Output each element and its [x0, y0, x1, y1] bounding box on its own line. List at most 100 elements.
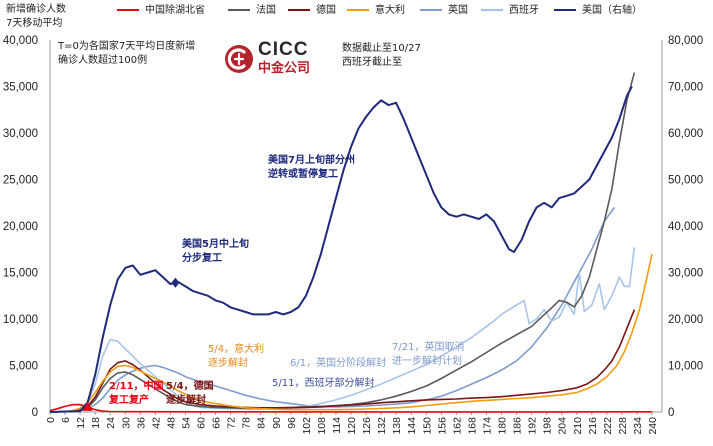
- data-cutoff-note: 数据截止至10/27 西班牙截止至: [342, 42, 421, 70]
- y-left-tick-label: 40,000: [3, 35, 38, 47]
- y-left-tick-label: 5,000: [9, 361, 38, 373]
- y-left-tick-label: 10,000: [3, 314, 38, 326]
- legend-swatch-italy: [347, 9, 369, 11]
- x-tick-label: 198: [542, 417, 554, 435]
- y-right-tick-label: 70,000: [668, 82, 703, 94]
- legend-label-uk: 英国: [448, 5, 468, 16]
- x-tick-label: 90: [271, 417, 283, 429]
- x-tick-label: 84: [256, 417, 268, 429]
- y-right-tick-label: 60,000: [668, 128, 703, 140]
- t0-note: T=0为各国家7天平均日度新增 确诊人数超过100例: [58, 40, 195, 68]
- y-left-tick-label: 0: [32, 407, 38, 419]
- x-tick-label: 132: [376, 417, 388, 435]
- event-marker-triangle: [82, 401, 93, 411]
- legend-label-spain: 西班牙: [509, 5, 539, 16]
- x-tick-label: 114: [331, 417, 343, 434]
- y-left-tick-label: 25,000: [3, 175, 38, 187]
- x-tick-label: 48: [165, 417, 177, 429]
- legend-label-italy: 意大利: [375, 5, 405, 16]
- annotation-uk-july-line-1: 7/21，英国取消: [392, 342, 465, 353]
- logo-text-en: CICC: [258, 39, 309, 60]
- annotation-germany: 5/4，德国 逐步解封: [166, 380, 214, 408]
- x-tick-label: 138: [391, 417, 403, 435]
- x-tick-label: 12: [75, 417, 87, 429]
- x-tick-label: 192: [527, 417, 539, 435]
- x-tick-label: 120: [346, 417, 358, 435]
- annotation-us-july-line-1: 美国7月上旬部分州: [268, 155, 355, 166]
- x-tick-label: 42: [150, 417, 162, 429]
- x-tick-label: 66: [211, 417, 223, 429]
- x-tick-label: 228: [617, 417, 629, 435]
- x-tick-label: 222: [602, 417, 614, 435]
- annotation-china-line-1: 2/11，中国: [109, 381, 164, 392]
- y-left-tick-label: 30,000: [3, 128, 38, 140]
- legend-item-spain: 西班牙: [481, 4, 539, 18]
- y-right-tick-label: 40,000: [668, 221, 703, 233]
- legend-item-france: 法国: [228, 4, 276, 18]
- cicc-logo: CICC 中金公司: [224, 40, 334, 82]
- x-tick-label: 234: [632, 417, 644, 435]
- legend-label-germany: 德国: [316, 5, 336, 16]
- x-tick-label: 108: [316, 417, 328, 435]
- y-left-tick-label: 35,000: [3, 82, 38, 94]
- legend-swatch-china: [117, 9, 139, 11]
- annotation-uk-june: 6/1，英国分阶段解封: [290, 357, 386, 371]
- series-line-2: [49, 309, 636, 413]
- annotation-us-may: 美国5月中上旬 分步复工: [182, 238, 249, 266]
- x-tick-label: 150: [421, 417, 433, 435]
- y-axis-title-line-1: 新增确诊人数: [6, 4, 66, 15]
- legend-label-china: 中国除湖北省: [145, 5, 205, 16]
- legend-swatch-us: [554, 9, 576, 11]
- legend-label-us: 美国（右轴）: [582, 5, 642, 16]
- x-tick-label: 168: [466, 417, 478, 435]
- x-tick-label: 240: [647, 417, 659, 435]
- series-line-6: [49, 86, 633, 413]
- annotation-spain: 5/11，西班牙部分解封: [272, 377, 374, 391]
- legend-swatch-spain: [481, 9, 503, 11]
- annotation-us-july-line-2: 逆转或暂停复工: [268, 169, 338, 180]
- annotation-germany-line-2: 逐步解封: [166, 395, 206, 406]
- data-cutoff-line-1: 数据截止至10/27: [342, 43, 421, 54]
- x-tick-label: 210: [572, 417, 584, 435]
- x-tick-label: 180: [497, 417, 509, 435]
- series-line-4: [49, 206, 616, 413]
- x-tick-label: 18: [90, 417, 102, 429]
- y-axis-title: 新增确诊人数 7天移动平均: [6, 3, 66, 31]
- logo-text-cn: 中金公司: [258, 61, 311, 76]
- legend-item-us: 美国（右轴）: [554, 4, 642, 18]
- x-tick-label: 78: [241, 417, 253, 429]
- legend-item-china: 中国除湖北省: [117, 4, 205, 18]
- x-tick-label: 54: [180, 417, 192, 429]
- annotation-uk-june-line-1: 6/1，英国分阶段解封: [290, 358, 387, 369]
- annotation-us-may-line-2: 分步复工: [182, 253, 222, 264]
- event-marker-diamond: [171, 277, 180, 288]
- y-axis-title-line-2: 7天移动平均: [6, 18, 63, 29]
- annotation-spain-line-1: 5/11，西班牙部分解封: [272, 378, 375, 389]
- series-line-3: [49, 253, 653, 413]
- x-tick-label: 174: [481, 417, 493, 435]
- x-tick-label: 156: [436, 417, 448, 435]
- x-tick-label: 162: [451, 417, 463, 435]
- x-tick-label: 24: [105, 417, 117, 429]
- annotation-uk-july: 7/21，英国取消 进一步解封计划: [392, 341, 464, 369]
- x-tick-label: 102: [301, 417, 313, 435]
- t0-note-line-2: 确诊人数超过100例: [58, 55, 148, 66]
- legend-item-italy: 意大利: [347, 4, 405, 18]
- legend-label-france: 法国: [256, 5, 276, 16]
- legend-swatch-france: [228, 9, 250, 11]
- legend-swatch-germany: [288, 9, 310, 11]
- y-right-tick-label: 0: [668, 407, 674, 419]
- y-right-tick-label: 10,000: [668, 361, 703, 373]
- annotation-uk-july-line-2: 进一步解封计划: [392, 356, 462, 367]
- x-tick-label: 96: [286, 417, 298, 429]
- legend-item-germany: 德国: [288, 4, 336, 18]
- annotation-china-line-2: 复工复产: [109, 395, 149, 406]
- y-right-tick-label: 80,000: [668, 35, 703, 47]
- x-tick-label: 126: [361, 417, 373, 435]
- x-tick-label: 6: [60, 417, 72, 423]
- x-tick-label: 60: [196, 417, 208, 429]
- x-tick-label: 204: [557, 417, 569, 435]
- cicc-emblem-icon: [225, 45, 253, 73]
